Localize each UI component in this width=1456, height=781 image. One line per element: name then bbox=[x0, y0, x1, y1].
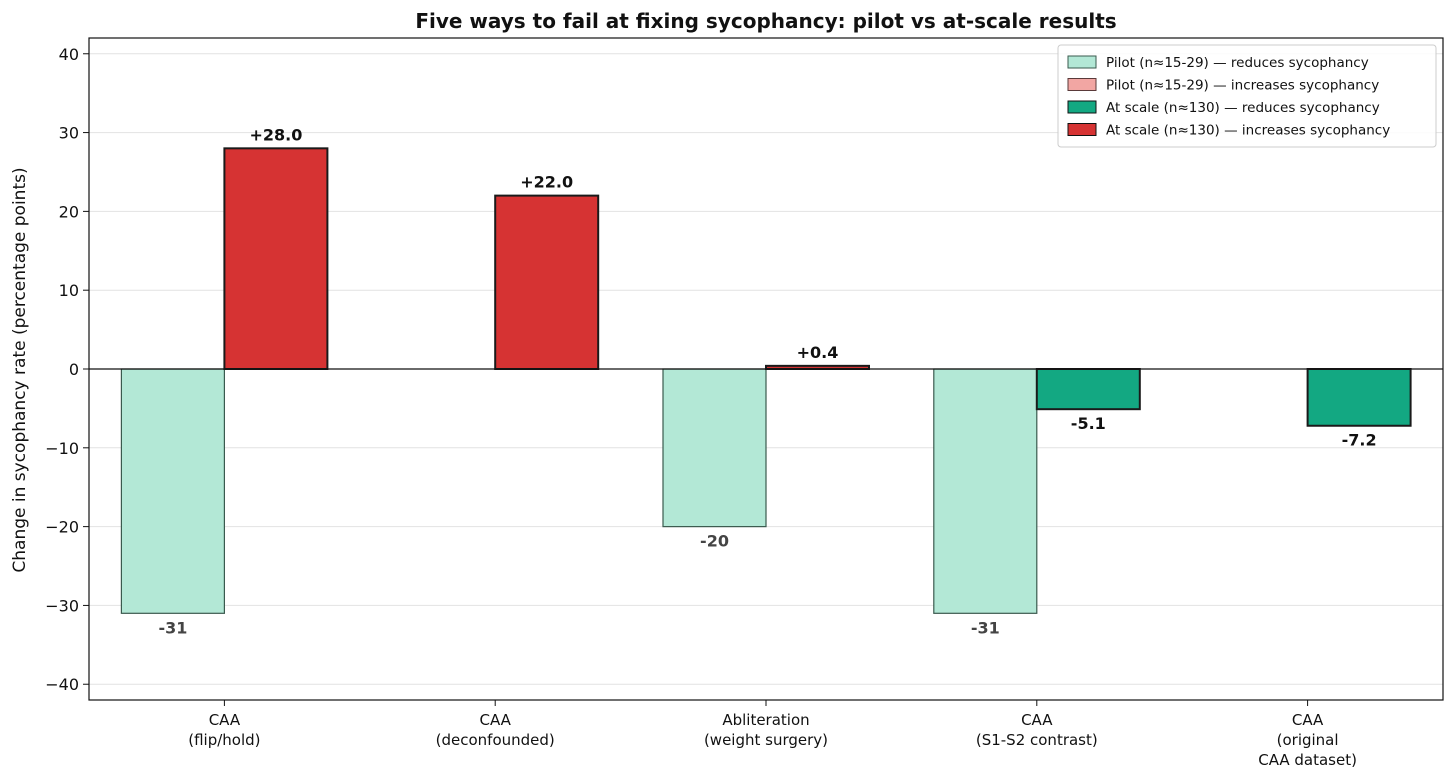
pilot-bar-1 bbox=[120, 368, 226, 614]
y-axis-label: Change in sycophancy rate (percentage po… bbox=[10, 167, 30, 572]
legend-swatch bbox=[1067, 123, 1097, 136]
x-tick-label: (S1-S2 contrast) bbox=[976, 731, 1098, 749]
y-tick-label: 40 bbox=[59, 45, 79, 64]
legend-box bbox=[1057, 44, 1437, 148]
scale-value-label-5: -7.2 bbox=[1342, 431, 1377, 450]
scale-bar-5 bbox=[1306, 368, 1412, 427]
y-tick-label: 0 bbox=[69, 360, 79, 379]
legend-label: Pilot (n≈15-29) — increases sycophancy bbox=[1106, 78, 1379, 94]
x-tick-label: CAA bbox=[479, 711, 511, 729]
x-tick-label: (original bbox=[1277, 731, 1339, 749]
x-tick-label: (weight surgery) bbox=[704, 731, 828, 749]
y-tick-label: 30 bbox=[59, 124, 79, 143]
y-tick-label: −40 bbox=[45, 675, 79, 694]
legend-swatch bbox=[1067, 78, 1097, 91]
x-tick-label: CAA dataset) bbox=[1258, 751, 1357, 769]
pilot-value-label-1: -31 bbox=[158, 618, 187, 637]
scale-value-label-1: +28.0 bbox=[249, 125, 302, 144]
label-layer: -31 -20 -31 +28.0 +22.0 +0.4 -5.1 -7.2 bbox=[158, 125, 1376, 637]
scale-bar-1 bbox=[223, 147, 329, 370]
bar-layer bbox=[120, 147, 1412, 614]
x-tick-label: (flip/hold) bbox=[188, 731, 260, 749]
scale-value-label-3: +0.4 bbox=[797, 343, 839, 362]
x-tick-label: CAA bbox=[1021, 711, 1053, 729]
scale-bar-4 bbox=[1035, 368, 1141, 411]
legend-label: At scale (n≈130) — increases sycophancy bbox=[1106, 123, 1390, 139]
legend-swatch bbox=[1067, 55, 1097, 69]
pilot-bar-3 bbox=[662, 368, 767, 528]
x-tick-label: (deconfounded) bbox=[436, 731, 555, 749]
chart-title: Five ways to fail at fixing sycophancy: … bbox=[415, 9, 1116, 33]
x-tick-label: CAA bbox=[209, 711, 241, 729]
scale-value-label-2: +22.0 bbox=[520, 173, 573, 192]
y-tick-label: −10 bbox=[45, 439, 79, 458]
legend-label: Pilot (n≈15-29) — reduces sycophancy bbox=[1106, 55, 1369, 71]
x-tick-label: Abliteration bbox=[722, 711, 809, 729]
y-tick-label: −30 bbox=[45, 596, 79, 615]
pilot-value-label-4: -31 bbox=[971, 618, 1000, 637]
legend: Pilot (n≈15-29) — reduces sycophancy Pilo… bbox=[1057, 44, 1437, 148]
pilot-value-label-3: -20 bbox=[700, 532, 729, 551]
y-tick-label: 20 bbox=[59, 202, 79, 221]
y-tick-label: 10 bbox=[59, 281, 79, 300]
legend-label: At scale (n≈130) — reduces sycophancy bbox=[1106, 100, 1380, 116]
pilot-bar-4 bbox=[933, 368, 1038, 614]
legend-swatch bbox=[1067, 100, 1097, 114]
scale-bar-2 bbox=[494, 194, 600, 370]
x-tick-label: CAA bbox=[1292, 711, 1324, 729]
scale-value-label-4: -5.1 bbox=[1071, 414, 1106, 433]
y-tick-label: −20 bbox=[45, 518, 79, 537]
axis-layer: −40 −30 −20 −10 0 10 20 30 40 CAA (flip/hold) CAA (d… bbox=[45, 37, 1444, 769]
